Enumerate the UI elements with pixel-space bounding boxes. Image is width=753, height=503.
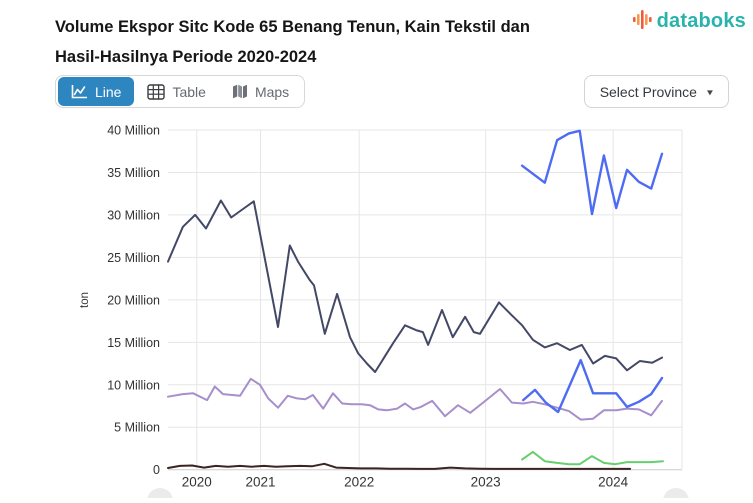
databoks-wordmark: databoks: [656, 10, 746, 32]
series-line-royal-blue-upper[interactable]: [520, 129, 664, 216]
y-tick-label: 15 Million: [107, 336, 160, 350]
carousel-next-button[interactable]: [663, 488, 689, 503]
chart-canvas[interactable]: 40 Million 35 Million 30 Million 25 Million…: [0, 108, 753, 503]
chart-controls: Line Table Maps: [55, 75, 731, 108]
select-province-label: Select Province: [599, 83, 697, 100]
tab-table[interactable]: Table: [134, 77, 218, 106]
tab-maps[interactable]: Maps: [219, 77, 302, 106]
series-line-light-purple[interactable]: [167, 377, 663, 421]
databoks-bars-icon: [632, 8, 654, 35]
y-tick-label: 35 Million: [107, 166, 160, 180]
chevron-down-icon: ▾: [706, 85, 713, 98]
series-line-dark-navy[interactable]: [167, 199, 663, 373]
x-tick-label: 2024: [598, 475, 629, 490]
tab-line-label: Line: [95, 83, 122, 100]
x-tick-label: 2023: [471, 475, 501, 490]
maps-icon: [232, 84, 248, 99]
page-title-line1: Volume Ekspor Sitc Kode 65 Benang Tenun,…: [55, 18, 530, 36]
x-tick-label: 2020: [182, 475, 212, 490]
line-chart: 40 Million 35 Million 30 Million 25 Million…: [0, 108, 753, 503]
tab-table-label: Table: [172, 83, 206, 100]
y-axis-title: ton: [79, 292, 91, 308]
carousel-prev-button[interactable]: [147, 488, 173, 503]
series-line-green[interactable]: [521, 450, 664, 466]
y-tick-label: 10 Million: [107, 378, 160, 392]
series-line-royal-blue-lower[interactable]: [522, 358, 664, 414]
line-chart-icon: [71, 84, 88, 99]
x-tick-label: 2022: [344, 475, 374, 490]
y-tick-label: 5 Million: [114, 421, 160, 435]
y-tick-label: 25 Million: [107, 251, 160, 265]
y-tick-label: 0: [153, 463, 160, 477]
x-tick-label: 2021: [245, 475, 275, 490]
select-province-dropdown[interactable]: Select Province ▾: [583, 75, 729, 108]
y-tick-label: 20 Million: [107, 293, 160, 307]
series-line-dark-maroon[interactable]: [167, 462, 632, 470]
databoks-logo: databoks: [632, 8, 746, 35]
table-grid-icon: [147, 83, 166, 100]
y-tick-label: 30 Million: [107, 208, 160, 222]
y-tick-label: 40 Million: [107, 124, 160, 138]
view-tab-group: Line Table Maps: [55, 75, 306, 108]
tab-line[interactable]: Line: [58, 77, 135, 106]
page-title-line2: Hasil-Hasilnya Periode 2020-2024: [55, 48, 317, 66]
tab-maps-label: Maps: [254, 83, 290, 100]
page-title: Volume Ekspor Sitc Kode 65 Benang Tenun,…: [55, 12, 615, 72]
